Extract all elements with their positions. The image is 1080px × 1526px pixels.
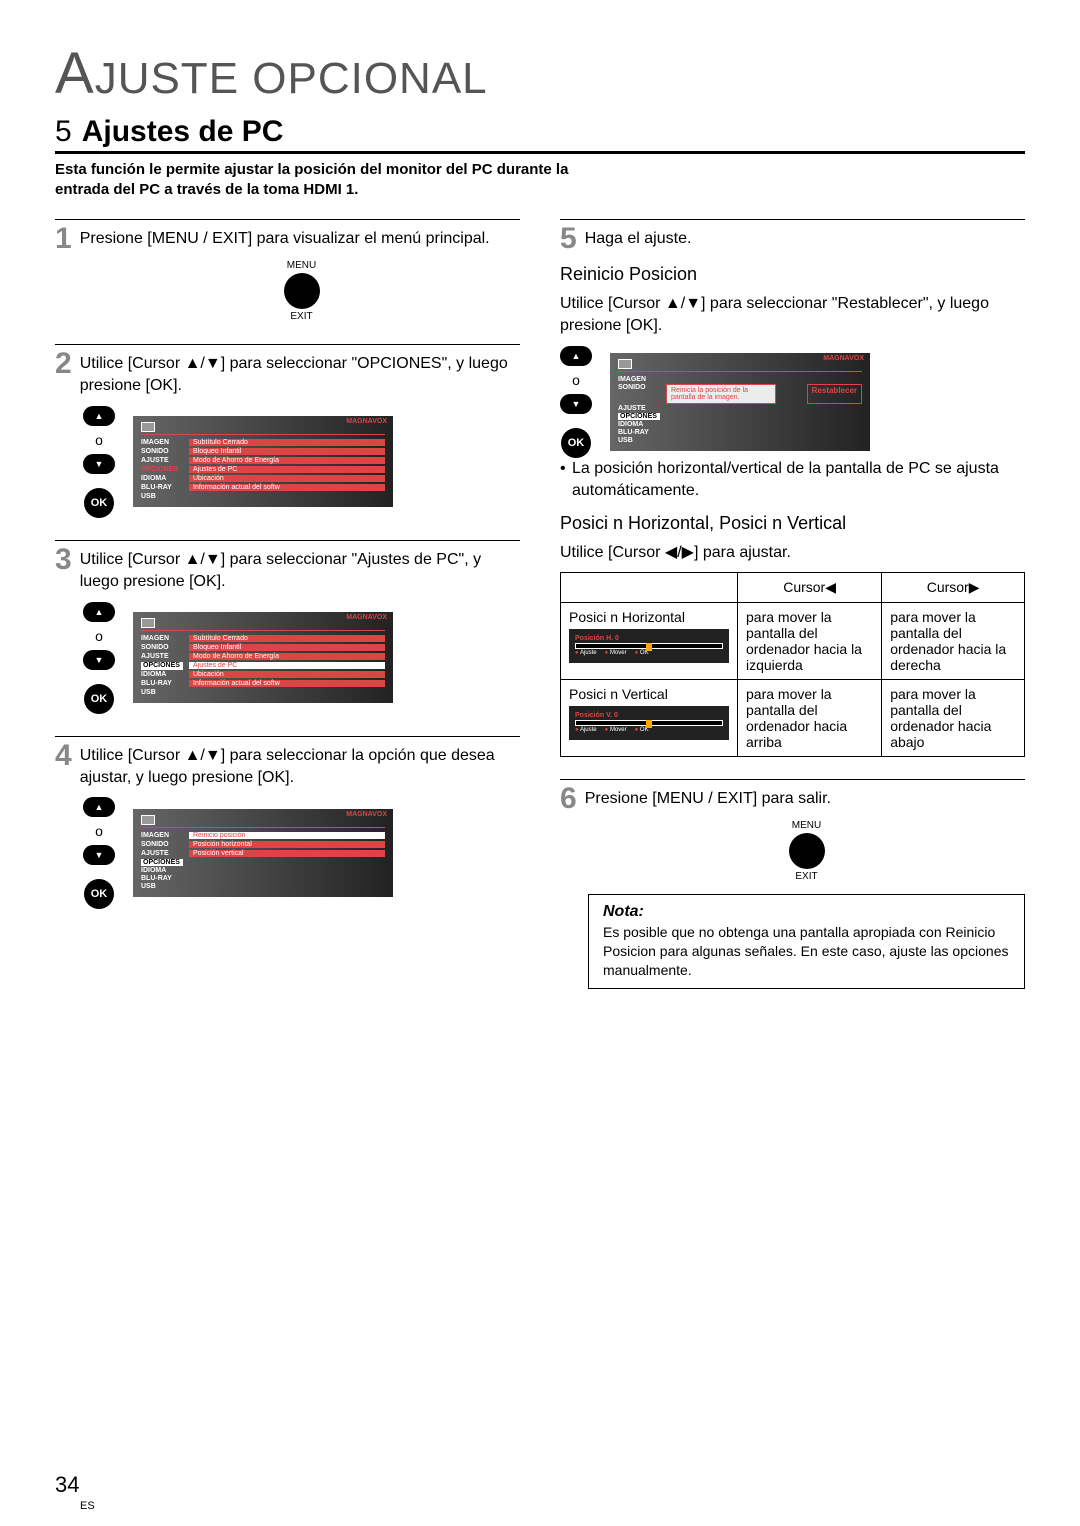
bullet-auto-adjust: La posición horizontal/vertical de la pa…	[560, 458, 1025, 503]
step-text: Presione [MENU / EXIT] para salir.	[585, 784, 831, 810]
step-text: Presione [MENU / EXIT] para visualizar e…	[80, 224, 490, 250]
subheading-posicion: Posici n Horizontal, Posici n Vertical	[560, 513, 1025, 534]
step-text: Utilice [Cursor ▲/▼] para seleccionar "A…	[80, 545, 520, 594]
menu-exit-button-graphic: MENUEXIT	[588, 820, 1025, 882]
reinicio-text: Utilice [Cursor ▲/▼] para seleccionar "R…	[560, 289, 1025, 338]
posicion-text: Utilice [Cursor ◀/▶] para ajustar.	[560, 538, 1025, 564]
step-text: Utilice [Cursor ▲/▼] para seleccionar la…	[80, 741, 520, 790]
page-title: AJUSTE OPCIONAL	[55, 40, 1025, 107]
step-text: Utilice [Cursor ▲/▼] para seleccionar "O…	[80, 349, 520, 398]
step-number: 5	[560, 224, 577, 254]
remote-graphic: oOK	[560, 346, 592, 458]
note-box: Nota: Es posible que no obtenga una pant…	[588, 894, 1025, 989]
step-text: Haga el ajuste.	[585, 224, 692, 250]
section-intro: Esta función le permite ajustar la posic…	[55, 160, 615, 199]
remote-graphic: oOK	[83, 797, 115, 909]
step-number: 3	[55, 545, 72, 575]
slider-h-graphic: Posición H. 0 AjusteMoverOK	[569, 629, 729, 663]
adjustment-table: Cursor◀Cursor▶ Posici n Horizontal Posic…	[560, 572, 1025, 757]
slider-v-graphic: Posición V. 0 AjusteMoverOK	[569, 706, 729, 740]
step-number: 1	[55, 224, 72, 254]
left-column: 1 Presione [MENU / EXIT] para visualizar …	[55, 219, 520, 1011]
menu-exit-button-graphic: MENUEXIT	[83, 260, 520, 322]
step-number: 4	[55, 741, 72, 771]
remote-graphic: oOK	[83, 602, 115, 714]
remote-graphic: oOK	[83, 406, 115, 518]
subheading-reinicio: Reinicio Posicion	[560, 264, 1025, 285]
page-number: 34	[55, 1472, 79, 1498]
tv-screen-graphic: MAGNAVOXIMAGENReinicio posiciónSONIDOPos…	[133, 809, 393, 897]
step-number: 6	[560, 784, 577, 814]
language-code: ES	[80, 1500, 95, 1512]
step-number: 2	[55, 349, 72, 379]
tv-screen-graphic: MAGNAVOXIMAGENSubtítulo CerradoSONIDOBlo…	[133, 612, 393, 703]
section-header: 5 Ajustes de PC	[55, 115, 1025, 154]
tv-screen-graphic: MAGNAVOXIMAGENSubtítulo CerradoSONIDOBlo…	[133, 416, 393, 507]
tv-screen-graphic: MAGNAVOXIMAGENSONIDOReinicia la posición…	[610, 353, 870, 451]
right-column: 5 Haga el ajuste. Reinicio Posicion Utili…	[560, 219, 1025, 1011]
